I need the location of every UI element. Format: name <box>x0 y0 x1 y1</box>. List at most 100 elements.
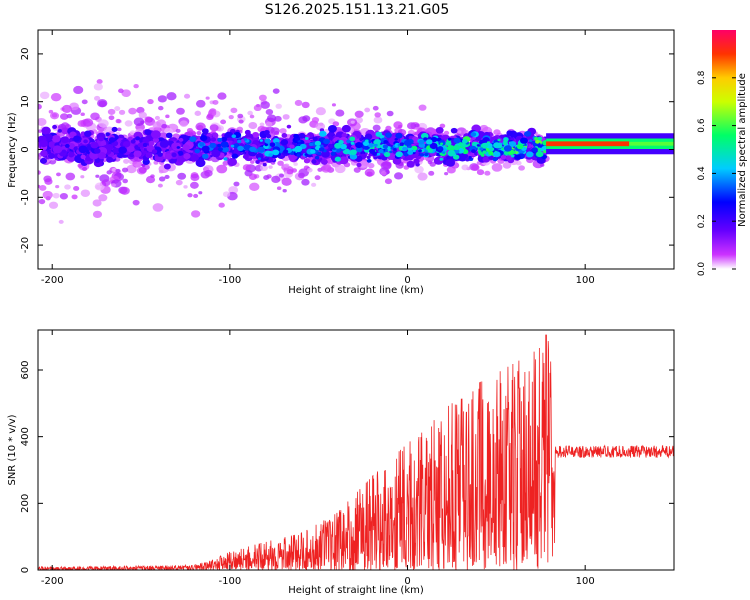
spectrogram-blob <box>220 141 229 148</box>
spectrogram-blob <box>130 139 136 144</box>
spectrogram-blob <box>520 137 528 144</box>
spectrogram-blob <box>445 158 456 167</box>
spectrogram-blob <box>418 139 425 145</box>
spectrogram-blob <box>47 152 55 159</box>
spectrogram-blob <box>186 127 193 133</box>
spectrogram-blob <box>493 151 501 158</box>
spectrogram-blob <box>395 151 403 158</box>
spectrogram-blob <box>98 119 109 128</box>
spectrogram-blob <box>282 188 287 193</box>
spectrogram-y-axis-label: Frequency (Hz) <box>7 112 18 188</box>
spectrogram-blob <box>309 149 316 154</box>
spectrogram-blob <box>331 103 336 107</box>
spectrogram-blob <box>327 143 334 149</box>
spectrogram-blob <box>90 141 99 149</box>
colorbar: 0.0 0.2 0.4 0.6 0.8 Normalized spectral ampl… <box>697 30 748 276</box>
spectrogram-blob <box>442 148 447 152</box>
spectrogram-blob <box>132 199 140 206</box>
spectrogram-blob <box>218 202 225 208</box>
spectrogram-blob <box>115 118 121 124</box>
spectrogram-blob <box>58 219 64 224</box>
spectrogram-blob <box>296 153 301 157</box>
spectrogram-blob <box>183 93 191 99</box>
spectrogram-blob <box>142 142 148 148</box>
spectrogram-blob <box>431 129 437 134</box>
spectrogram-blob <box>171 152 177 158</box>
spectrogram-blob <box>389 150 393 154</box>
spectrogram-blob <box>177 150 184 156</box>
spectrogram-blob <box>152 137 160 143</box>
spectrogram-blob <box>209 124 219 132</box>
spectrogram-blob <box>479 147 484 151</box>
spectrogram-blob <box>341 124 351 133</box>
spectrogram-blob <box>115 168 121 173</box>
spectrogram-blob <box>364 133 373 141</box>
spectrogram-blob <box>39 184 47 191</box>
spectrogram-blob <box>446 166 456 174</box>
spectrogram-blob <box>374 112 381 118</box>
spectrogram-blob <box>133 150 142 158</box>
spectrogram-blob <box>121 167 129 173</box>
spectrogram-blob <box>263 129 270 135</box>
spectrogram-blob <box>409 147 413 151</box>
spectrogram-blob <box>61 127 70 135</box>
spectrogram-blob <box>266 174 272 179</box>
spectrogram-blob <box>133 83 139 89</box>
spectrogram-blob <box>90 112 100 121</box>
spectrogram-blob <box>402 146 408 151</box>
spectrogram-blob <box>205 96 210 100</box>
spectrogram-blob <box>249 114 255 119</box>
spectrogram-blob <box>217 92 227 100</box>
spectrogram-blob <box>317 151 322 156</box>
colorbar-tick-label: 0.6 <box>697 118 707 133</box>
spectrogram-blob <box>41 126 51 135</box>
spectrogram-blob <box>224 131 234 140</box>
spectrogram-blob <box>150 174 155 178</box>
spectrogram-blob <box>157 183 163 188</box>
spectrogram-blob <box>51 134 61 143</box>
spectrogram-blob <box>80 175 85 179</box>
spectrogram-blob <box>237 113 244 119</box>
spectrogram-blob <box>48 141 57 148</box>
spectrogram-blob <box>297 172 305 179</box>
spectrogram-blob <box>390 146 395 150</box>
spectrogram-blob <box>258 94 267 101</box>
spectrogram-blob <box>395 132 403 139</box>
spectrogram-blob <box>40 91 50 100</box>
spectrogram-blob <box>61 104 72 113</box>
spectrogram-blob <box>95 174 100 178</box>
spectrogram-blob <box>252 131 260 138</box>
spectrogram-blob <box>281 177 292 186</box>
spectrogram-blob <box>447 150 456 157</box>
spectrogram-blob <box>493 129 501 136</box>
spectrogram-blob <box>302 148 308 152</box>
spectrogram-blob <box>210 137 217 142</box>
x-tick-label: 0 <box>404 576 410 587</box>
spectrogram-blob <box>94 95 101 101</box>
spectrogram-blob <box>314 175 321 181</box>
spectrogram-blob <box>233 181 240 187</box>
spectrogram-blob <box>471 164 480 171</box>
spectrogram-blob <box>364 107 371 113</box>
snr-plot-area <box>38 334 674 570</box>
spectrogram-blob <box>38 155 42 160</box>
spectrogram-blob <box>373 143 378 147</box>
spectrogram-blob <box>199 142 205 147</box>
spectrogram-blob <box>367 162 375 169</box>
spectrogram-blob <box>38 170 41 175</box>
spectrogram-blob <box>118 109 126 115</box>
snr-panel: -200 -100 0 100 0 200 400 600 Height of straig… <box>7 329 675 596</box>
spectrogram-blob <box>144 116 152 123</box>
y-tick-label: 200 <box>20 494 31 513</box>
snr-frame <box>37 329 675 571</box>
spectrogram-blob <box>270 127 280 135</box>
spectrogram-blob <box>176 146 181 149</box>
spectrogram-blob <box>145 152 153 159</box>
spectrogram-blob <box>55 184 60 189</box>
spectrogram-blob <box>524 131 532 137</box>
spectrogram-blob <box>259 122 265 127</box>
spectrogram-blob <box>362 141 370 147</box>
spectrogram-blob <box>269 142 276 147</box>
spectrogram-blob <box>190 181 199 189</box>
spectrogram-blob <box>201 145 210 152</box>
